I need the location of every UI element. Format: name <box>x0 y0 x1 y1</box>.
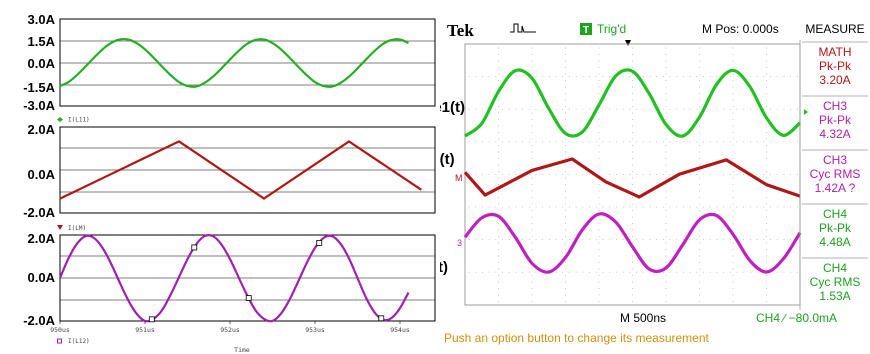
plot-2-legend: I(LM) <box>57 225 86 232</box>
measurement-type: Pk-Pk <box>819 113 852 127</box>
series-line-i-lm <box>59 140 422 200</box>
measurement-value: 1.53A <box>819 289 850 303</box>
trigger-pulse-icon <box>510 23 536 33</box>
brand-logo: Tek <box>447 21 474 40</box>
data-point-marker <box>245 295 252 301</box>
measurement-type: Cyc RMS <box>810 167 861 181</box>
plot-3-yticks: 2.0A 0.0A -2.0A <box>23 231 55 328</box>
data-point-marker <box>316 240 323 246</box>
measurement-source: CH3 <box>823 99 847 113</box>
trigger-info: CH4 ∕ −80.0mA <box>756 311 837 325</box>
ch3-channel-marker: 3 <box>457 238 462 248</box>
ytick-label: 1.5A <box>28 34 56 49</box>
series-line-i-l12 <box>58 234 410 323</box>
series-line-i-l11 <box>59 37 409 88</box>
data-point-marker <box>191 244 198 251</box>
legend-label: I(L11) <box>68 117 90 124</box>
measurement-value: 4.48A <box>819 235 850 249</box>
ytick-label: 2.0A <box>28 122 56 137</box>
ytick-label: 0.0A <box>28 167 56 182</box>
ytick-label: 3.0A <box>28 12 56 27</box>
simulation-plots: 3.0A 1.5A 0.0A -1.5A -3.0A I(L11) 2.0A 0… <box>23 12 436 354</box>
ch3-level-marker-icon <box>804 109 808 115</box>
xtick-label: 954us <box>390 326 410 334</box>
trigger-status: Trig'd <box>597 22 626 36</box>
measurement-value: 4.32A <box>819 127 850 141</box>
plot-1-yticks: 3.0A 1.5A 0.0A -1.5A -3.0A <box>23 12 55 113</box>
ytick-label: 2.0A <box>28 231 56 246</box>
xtick-label: 952us <box>220 326 240 334</box>
ytick-label: -3.0A <box>23 98 55 113</box>
legend-label: I(LM) <box>68 225 86 232</box>
plot-3-legend: I(L12) <box>57 338 90 345</box>
trig-badge-letter: T <box>583 25 589 36</box>
measurement-type: Pk-Pk <box>819 221 852 235</box>
data-point-marker <box>148 316 155 323</box>
measurement-source: CH4 <box>823 207 847 221</box>
m-pos-readout: M Pos: 0.000s <box>702 22 779 36</box>
trig-badge-icon <box>580 23 592 35</box>
legend-marker-icon <box>57 338 62 344</box>
plot-2: 2.0A 0.0A -2.0A I(LM) <box>23 122 436 232</box>
measurement-value: 1.42A ? <box>815 181 856 195</box>
measure-title: MEASURE <box>805 22 864 36</box>
measurement-source: CH4 <box>823 261 847 275</box>
ytick-label: -2.0A <box>23 205 55 220</box>
trace-ilm <box>463 157 801 199</box>
xtick-label: 950us <box>50 326 70 334</box>
trace-ile1 <box>464 68 802 138</box>
data-point-marker <box>378 315 385 322</box>
trace-ile2 <box>463 212 802 274</box>
measurement-source: CH3 <box>823 153 847 167</box>
plot-3: 2.0A 0.0A -2.0A 950us 951us 952us 953us … <box>23 231 436 354</box>
math-channel-marker: M <box>455 173 463 183</box>
plot-2-yticks: 2.0A 0.0A -2.0A <box>23 122 55 220</box>
trigger-position-arrow-icon <box>625 40 631 46</box>
hint-message: Push an option button to change its meas… <box>444 331 710 345</box>
legend-marker-icon <box>57 117 63 122</box>
measurement-type: Cyc RMS <box>810 275 861 289</box>
measurement-value: 3.20A <box>819 73 850 87</box>
legend-marker-icon <box>57 225 63 230</box>
measurement-type: Pk-Pk <box>819 59 852 73</box>
xtick-label: 953us <box>305 326 325 334</box>
plot-1: 3.0A 1.5A 0.0A -1.5A -3.0A I(L11) <box>23 12 436 124</box>
ytick-label: -2.0A <box>23 313 55 328</box>
scope-header: Tek T Trig'd M Pos: 0.000s MEASURE <box>447 21 865 46</box>
channel-label-ilm: iLm(t) <box>440 151 455 168</box>
channel-label-ile2: iLe2(t) <box>440 259 448 276</box>
ytick-label: 0.0A <box>28 56 56 71</box>
ytick-label: -1.5A <box>23 80 55 95</box>
xtick-label: 951us <box>135 326 155 334</box>
plot-3-xticks: 950us 951us 952us 953us 954us <box>50 321 410 334</box>
measurement-source: MATH <box>818 45 851 59</box>
ytick-label: 0.0A <box>28 270 56 285</box>
oscilloscope-screen: Tek T Trig'd M Pos: 0.000s MEASURE iLe1(… <box>440 0 870 354</box>
x-axis-title: Time <box>234 346 250 354</box>
plot-1-legend: I(L11) <box>57 117 90 124</box>
channel-label-ile1: iLe1(t) <box>440 99 465 116</box>
legend-label: I(L12) <box>68 338 90 345</box>
timebase-readout: M 500ns <box>620 311 666 325</box>
